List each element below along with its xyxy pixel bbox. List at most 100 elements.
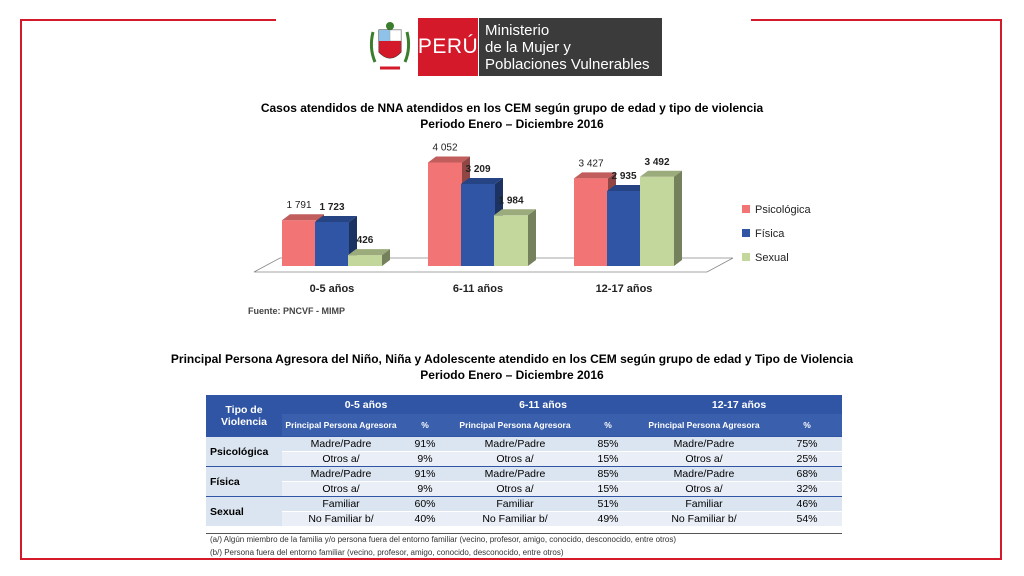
bar-side	[382, 249, 390, 266]
agresor-cell: Familiar	[636, 496, 773, 512]
ministry-line-3: Poblaciones Vulnerables	[485, 56, 650, 73]
legend-entry: Sexual	[755, 252, 789, 264]
chart-subtitle: Periodo Enero – Diciembre 2016	[420, 117, 604, 131]
data-label: 1 791	[286, 200, 311, 211]
agresor-cell: Otros a/	[450, 481, 581, 497]
corner-header: Tipo de Violencia	[206, 395, 282, 437]
legend-swatch	[742, 253, 750, 261]
pct-cell: 9%	[400, 451, 451, 467]
agresor-cell: Otros a/	[282, 451, 400, 467]
bar-top	[348, 249, 390, 256]
data-label: 4 052	[432, 142, 457, 153]
bar	[428, 162, 462, 266]
agresor-cell: Madre/Padre	[450, 436, 581, 452]
ministry-line-2: de la Mujer y	[485, 39, 571, 56]
table-row: Psicológica Madre/Padre 91% Madre/Padre 85% M…	[206, 436, 843, 467]
bar	[348, 255, 382, 266]
agresor-cell: Familiar	[450, 496, 581, 512]
table-row: Otros a/9% Otros a/15% Otros a/32%	[206, 481, 843, 497]
bar	[461, 183, 495, 266]
bar	[315, 221, 349, 266]
category-label: 0-5 años	[310, 283, 355, 295]
agresor-cell: Madre/Padre	[636, 436, 773, 452]
pct-cell: 54%	[772, 511, 843, 526]
frame-top-right	[751, 19, 1002, 21]
violence-type-cell: Sexual	[206, 496, 282, 526]
agresor-cell: Madre/Padre	[636, 466, 773, 482]
aggressor-table: Tipo de Violencia 0-5 años 6-11 años 12-…	[206, 395, 843, 526]
table-body: Psicológica Madre/Padre 91% Madre/Padre 85% M…	[206, 436, 843, 526]
agresor-cell: Otros a/	[636, 481, 773, 497]
category-label: 12-17 años	[596, 283, 653, 295]
legend-swatch	[742, 229, 750, 237]
notes-divider	[206, 533, 842, 534]
table-row: Sexual Familiar 60% Familiar 51% Familiar 46%	[206, 496, 843, 526]
bar	[494, 215, 528, 266]
table-title: Principal Persona Agresora del Niño, Niñ…	[170, 352, 854, 366]
agresor-cell: Familiar	[282, 496, 400, 512]
chart-title: Casos atendidos de NNA atendidos en los …	[260, 101, 764, 115]
agresor-cell: Otros a/	[636, 451, 773, 467]
pct-cell: 15%	[580, 451, 637, 467]
pct-subheader: %	[400, 414, 451, 437]
agresor-cell: No Familiar b/	[282, 511, 400, 526]
pct-cell: 9%	[400, 481, 451, 497]
bar-side	[674, 170, 682, 266]
pct-subheader: %	[580, 414, 637, 437]
ministry-name: Ministerio de la Mujer y Poblaciones Vul…	[479, 18, 662, 76]
data-label: 2 935	[611, 171, 636, 182]
bar-top	[574, 172, 616, 179]
table-row: Física Madre/Padre 91% Madre/Padre 85% Madre/…	[206, 466, 843, 497]
bar	[574, 178, 608, 266]
footnote-a: (a/) Algún miembro de la familia y/o per…	[210, 535, 677, 544]
pct-cell: 46%	[772, 496, 843, 512]
agresor-cell: No Familiar b/	[636, 511, 773, 526]
bar-top	[640, 170, 682, 177]
agresor-cell: Madre/Padre	[450, 466, 581, 482]
ministry-logo: PERÚ Ministerio de la Mujer y Poblacione…	[365, 18, 663, 76]
frame-bottom	[20, 558, 1002, 560]
bar-top	[494, 209, 536, 216]
bar-side	[528, 209, 536, 266]
pct-cell: 51%	[580, 496, 637, 512]
table-row: No Familiar b/40% No Familiar b/49% No Fam…	[206, 511, 843, 526]
frame-top-left	[20, 19, 276, 21]
bar-top	[607, 184, 649, 191]
coat-of-arms-icon	[369, 22, 411, 70]
chart-source: Fuente: PNCVF - MIMP	[248, 306, 345, 316]
age-group-header: 0-5 años	[282, 395, 451, 414]
agresor-cell: Otros a/	[450, 451, 581, 467]
agresor-cell: Madre/Padre	[282, 436, 400, 452]
bar-top	[315, 215, 357, 222]
pct-subheader: %	[772, 414, 843, 437]
bar-chart: 1 791 1 723 426 0-5 años 4 052 3 209 1 984 6-11…	[253, 142, 812, 295]
legend-entry: Física	[755, 228, 785, 240]
bar-top	[428, 156, 470, 163]
category-label: 6-11 años	[453, 283, 503, 295]
data-label: 1 984	[498, 195, 523, 206]
data-label: 426	[357, 235, 374, 246]
frame-right	[1000, 19, 1002, 560]
footnote-b: (b/) Persona fuera del entorno familiar …	[210, 548, 564, 557]
bar	[282, 220, 316, 266]
bar	[640, 176, 674, 266]
data-label: 3 209	[465, 164, 490, 175]
country-label: PERÚ	[418, 18, 478, 76]
violence-type-cell: Psicológica	[206, 436, 282, 467]
agresor-subheader: Principal Persona Agresora	[636, 414, 773, 437]
pct-cell: 75%	[772, 436, 843, 452]
bar-top	[461, 177, 503, 184]
agresor-cell: Otros a/	[282, 481, 400, 497]
table-subtitle: Periodo Enero – Diciembre 2016	[420, 368, 604, 382]
bar-top	[282, 214, 324, 221]
agresor-subheader: Principal Persona Agresora	[450, 414, 581, 437]
age-group-header: 6-11 años	[450, 395, 637, 414]
data-label: 3 492	[644, 157, 669, 168]
pct-cell: 85%	[580, 436, 637, 452]
data-label: 3 427	[578, 158, 603, 169]
legend-entry: Psicológica	[755, 204, 812, 216]
age-group-header: 12-17 años	[636, 395, 843, 414]
pct-cell: 91%	[400, 466, 451, 482]
table-row: Otros a/9% Otros a/15% Otros a/25%	[206, 451, 843, 467]
bar	[607, 190, 641, 266]
